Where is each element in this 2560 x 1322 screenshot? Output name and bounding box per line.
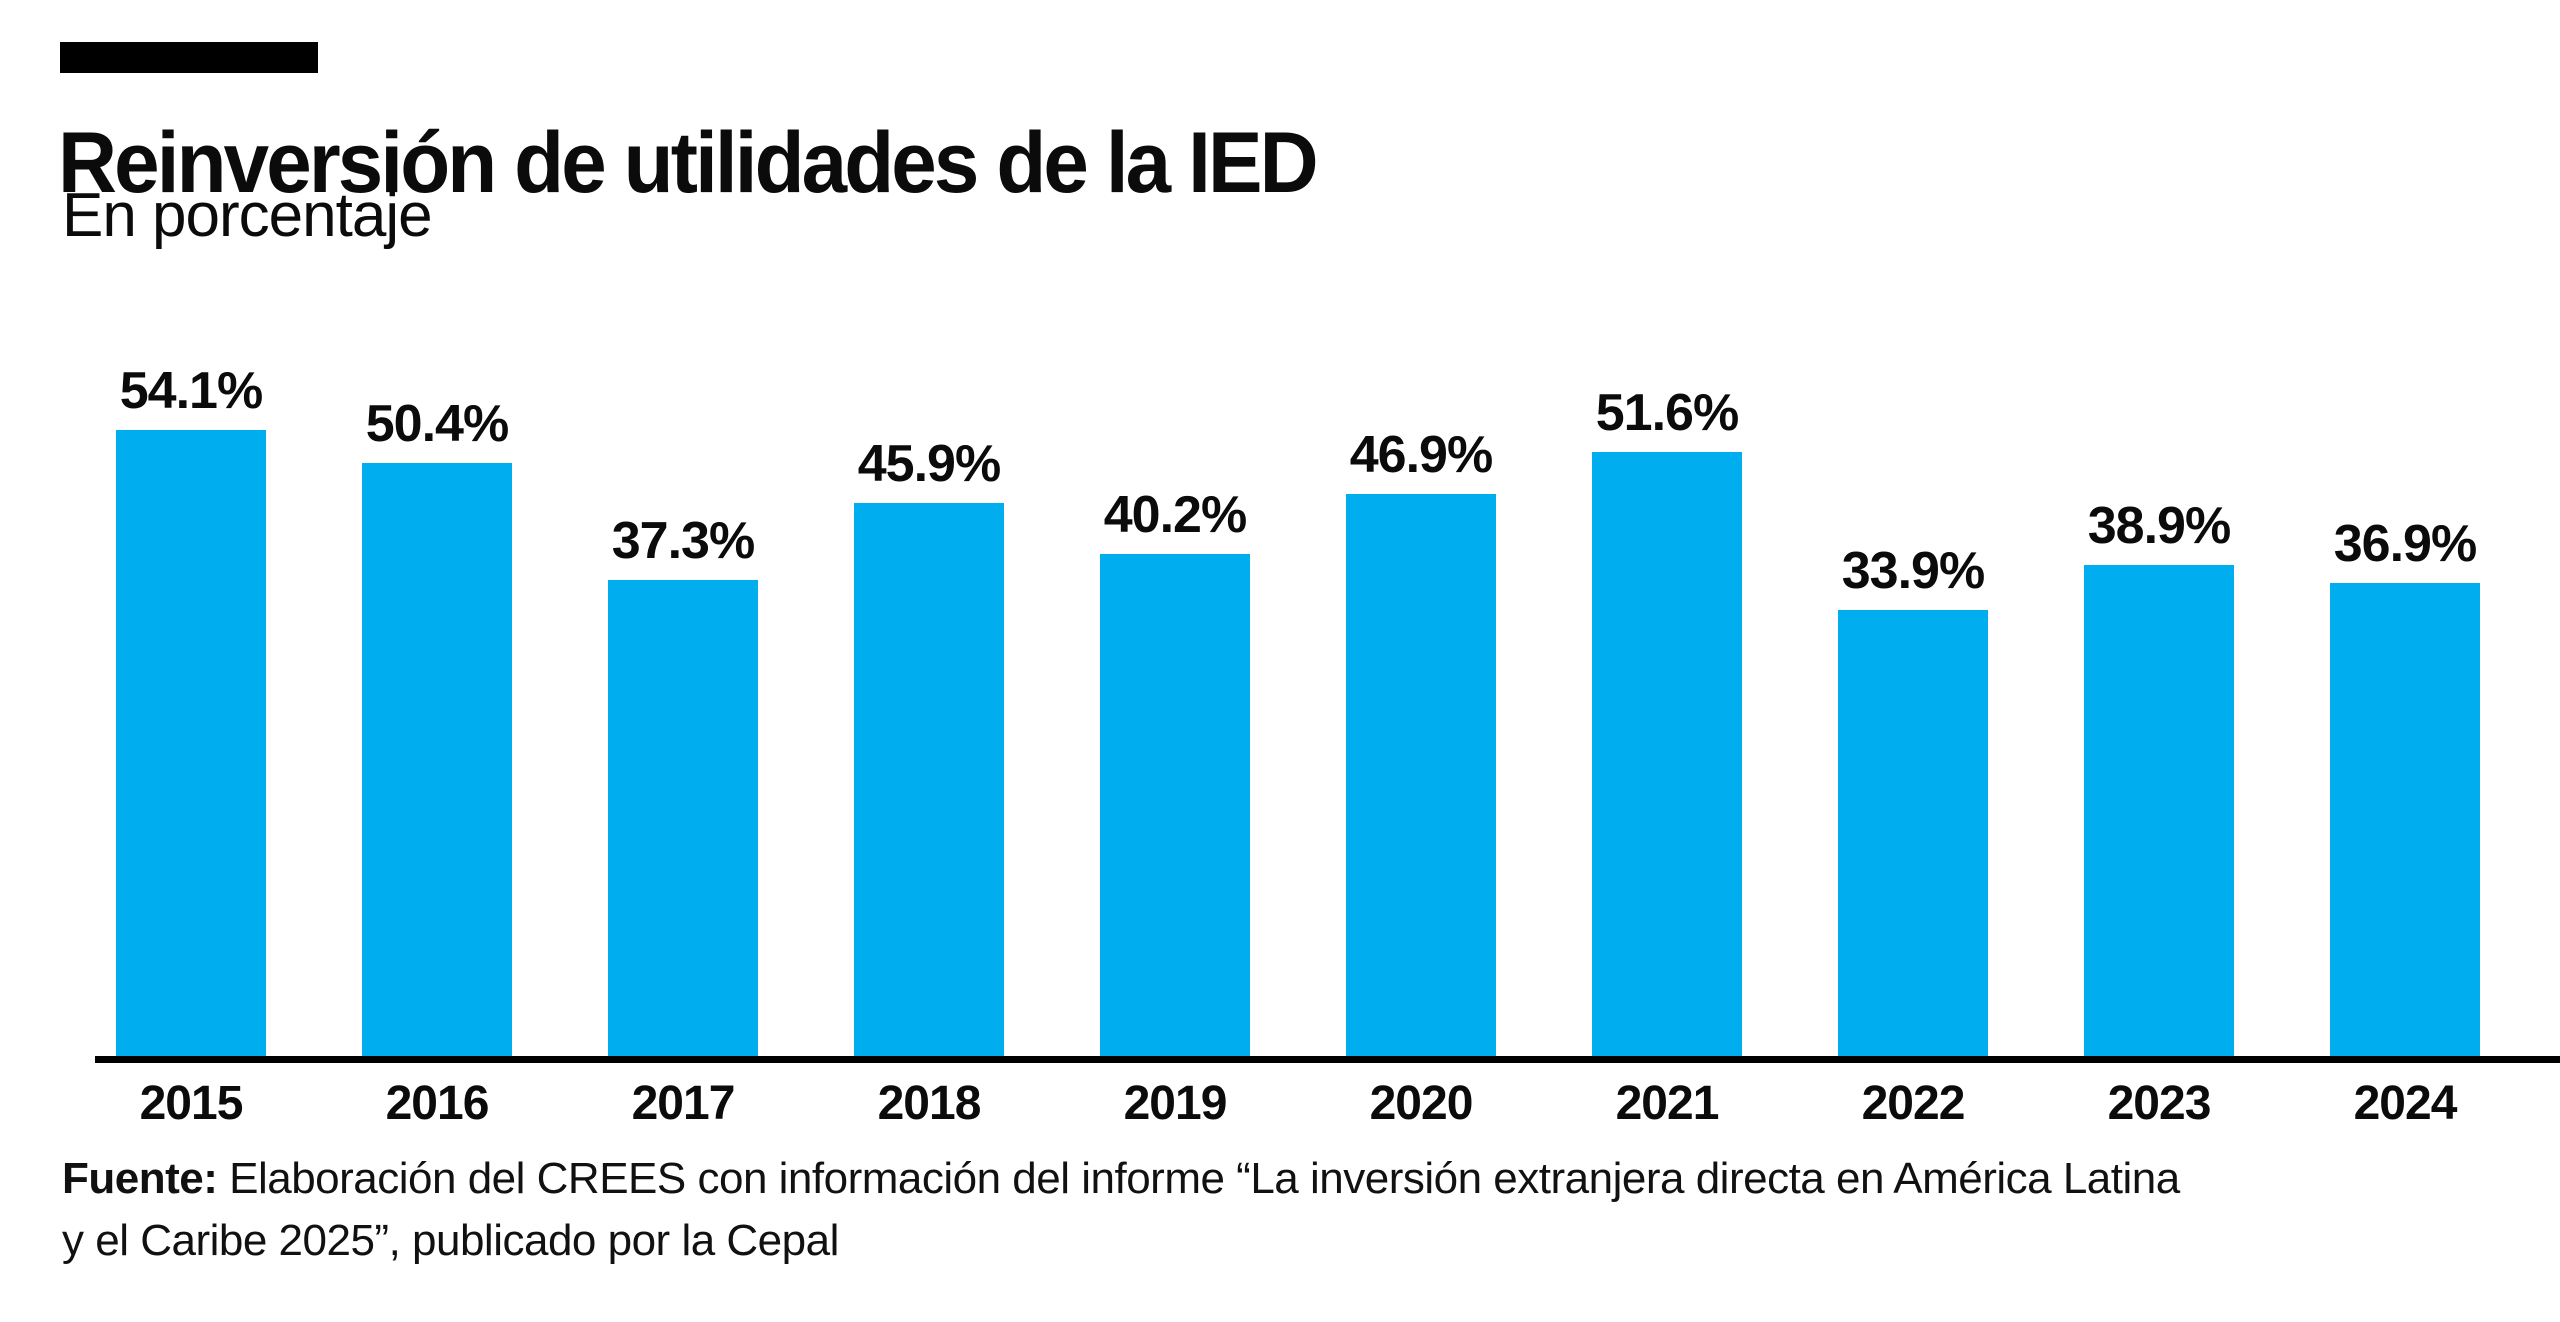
x-tick-2018: 2018	[877, 1077, 982, 1130]
bar-value-label: 40.2%	[1103, 486, 1247, 544]
bar-column-2021: 51.6%	[1592, 383, 1742, 1058]
bar-value-label: 33.9%	[1841, 542, 1985, 600]
bar-2019	[1100, 554, 1250, 1058]
bar-2022	[1838, 610, 1988, 1058]
bar-value-label: 38.9%	[2087, 497, 2231, 555]
header-tag-bar	[60, 42, 318, 73]
x-tick-2024: 2024	[2353, 1077, 2458, 1130]
bar-chart-plot-area: 54.1% 50.4% 37.3% 45.9% 40.2% 46.9% 51.6% 33.9%…	[116, 0, 2480, 1058]
bar-2015	[116, 430, 266, 1058]
x-tick-2015: 2015	[139, 1077, 244, 1130]
source-line1: Elaboración del CREES con información de…	[217, 1154, 2180, 1203]
bar-column-2022: 33.9%	[1838, 541, 1988, 1058]
chart-subtitle: En porcentaje	[62, 181, 433, 250]
bar-value-label: 36.9%	[2333, 515, 2477, 573]
bar-2024	[2330, 583, 2480, 1058]
bar-2020	[1346, 494, 1496, 1058]
bar-column-2019: 40.2%	[1100, 485, 1250, 1058]
x-tick-2022: 2022	[1861, 1077, 1966, 1130]
chart-title: Reinversión de utilidades de la IED	[58, 114, 1319, 211]
bar-2018	[854, 503, 1004, 1058]
bar-column-2017: 37.3%	[608, 511, 758, 1058]
bar-value-label: 45.9%	[857, 435, 1001, 493]
bar-column-2020: 46.9%	[1346, 425, 1496, 1058]
x-tick-2020: 2020	[1369, 1077, 1474, 1130]
bar-column-2016: 50.4%	[362, 394, 512, 1058]
bar-value-label: 37.3%	[611, 512, 755, 570]
x-axis-tick-labels: 2015 2016 2017 2018 2019 2020 2021 2022 2023 2024	[116, 1076, 2480, 1131]
source-note: Fuente: Elaboración del CREES con inform…	[62, 1148, 2502, 1272]
bar-value-label: 46.9%	[1349, 426, 1493, 484]
source-line2: y el Caribe 2025”, publicado por la Cepa…	[62, 1216, 839, 1265]
bar-column-2018: 45.9%	[854, 434, 1004, 1058]
bar-column-2024: 36.9%	[2330, 514, 2480, 1058]
bar-2016	[362, 463, 512, 1058]
x-tick-2019: 2019	[1123, 1077, 1228, 1130]
bar-column-2015: 54.1%	[116, 361, 266, 1058]
x-tick-2023: 2023	[2107, 1077, 2212, 1130]
x-axis-line	[95, 1056, 2560, 1063]
bar-2021	[1592, 452, 1742, 1058]
x-tick-2021: 2021	[1615, 1077, 1720, 1130]
bar-2023	[2084, 565, 2234, 1058]
bar-column-2023: 38.9%	[2084, 496, 2234, 1058]
x-tick-2017: 2017	[631, 1077, 736, 1130]
x-tick-2016: 2016	[385, 1077, 490, 1130]
source-label: Fuente:	[62, 1154, 218, 1203]
bar-2017	[608, 580, 758, 1058]
bar-value-label: 54.1%	[119, 362, 263, 420]
bar-value-label: 50.4%	[365, 395, 509, 453]
bar-value-label: 51.6%	[1595, 384, 1739, 442]
